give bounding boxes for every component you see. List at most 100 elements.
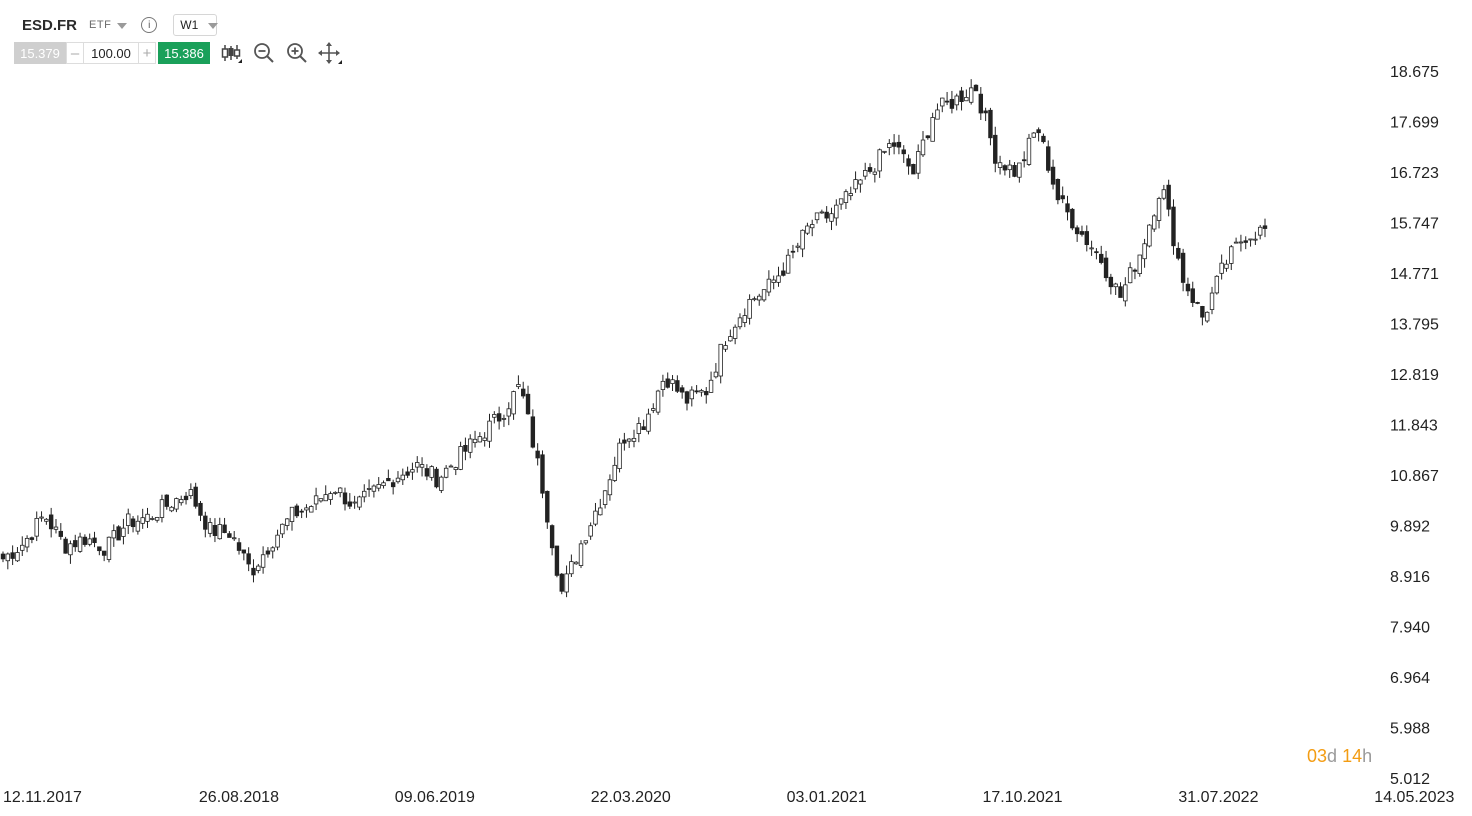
symbol-label[interactable]: ESD.FR xyxy=(22,16,78,34)
candle-down xyxy=(530,416,536,448)
candle-up xyxy=(111,530,116,539)
candle-up xyxy=(1238,241,1244,244)
candle-down xyxy=(97,546,102,552)
timeframe-value: W1 xyxy=(180,18,199,32)
move-icon[interactable] xyxy=(318,42,342,64)
candle-down xyxy=(665,378,670,388)
candle-up xyxy=(660,380,666,390)
candle-down xyxy=(1195,302,1200,304)
price-tick-label: 6.964 xyxy=(1390,670,1430,687)
candle-up xyxy=(179,499,184,504)
candle-down xyxy=(704,391,709,396)
candle-down xyxy=(622,439,627,444)
candle-up xyxy=(593,510,598,525)
candle-up xyxy=(439,476,444,491)
info-icon[interactable]: i xyxy=(141,17,158,33)
candle-up xyxy=(887,143,892,148)
candle-up xyxy=(1142,243,1147,260)
candle-down xyxy=(212,524,218,537)
candle-up xyxy=(366,488,372,490)
candle-down xyxy=(241,549,247,554)
candle-down xyxy=(521,388,526,397)
price-tick-label: 5.988 xyxy=(1390,720,1430,737)
candle-down xyxy=(0,553,6,560)
candle-up xyxy=(5,553,11,562)
candle-up xyxy=(834,204,839,219)
zoom-out-icon[interactable] xyxy=(252,42,276,64)
candle-up xyxy=(150,518,155,520)
chevron-down-icon[interactable] xyxy=(117,23,128,29)
decrease-quantity-button[interactable]: – xyxy=(66,42,84,64)
instrument-type-label: ETF xyxy=(89,19,112,31)
quantity-input[interactable]: 100.00 xyxy=(84,42,138,64)
candles-icon[interactable] xyxy=(219,42,243,64)
candle-down xyxy=(641,426,646,431)
candle-down xyxy=(1103,257,1109,279)
candle-up xyxy=(848,193,853,197)
candle-up xyxy=(713,371,719,378)
candle-down xyxy=(386,478,391,482)
candle-up xyxy=(477,436,483,443)
candle-down xyxy=(116,526,121,541)
candle-up xyxy=(872,171,878,175)
candle-down xyxy=(978,93,984,114)
candle-up xyxy=(256,565,261,571)
candle-up xyxy=(400,474,405,481)
candle-up xyxy=(569,561,574,575)
increase-quantity-button[interactable]: + xyxy=(138,42,156,64)
candle-up xyxy=(323,494,328,502)
candle-up xyxy=(415,462,420,468)
candle-up xyxy=(723,345,728,350)
candle-down xyxy=(1185,283,1191,292)
candle-up xyxy=(1137,254,1142,274)
candle-down xyxy=(1046,146,1051,171)
candle-down xyxy=(48,514,54,530)
candle-up xyxy=(1017,162,1022,178)
candle-down xyxy=(29,537,35,540)
candle-up xyxy=(935,109,940,120)
candle-up xyxy=(940,97,945,107)
candle-down xyxy=(540,454,545,494)
candle-up xyxy=(169,506,174,512)
candle-up xyxy=(655,390,661,413)
candle-up xyxy=(1209,292,1215,310)
candle-down xyxy=(694,390,699,393)
candle-up xyxy=(506,408,511,417)
candle-up xyxy=(333,491,338,494)
candle-down xyxy=(342,492,348,505)
candle-up xyxy=(1152,215,1157,230)
price-tick-label: 15.747 xyxy=(1390,216,1439,233)
instrument-header: ESD.FR ETF i W1 xyxy=(14,12,219,38)
candle-up xyxy=(795,245,800,248)
candle-up xyxy=(376,484,381,489)
zoom-in-icon[interactable] xyxy=(285,42,309,64)
candle-up xyxy=(651,408,656,411)
candle-down xyxy=(198,502,203,516)
candle-down xyxy=(1094,251,1099,254)
timeframe-select[interactable]: W1 xyxy=(173,14,219,36)
candle-up xyxy=(309,506,314,513)
candle-up xyxy=(188,489,194,497)
candle-down xyxy=(1002,165,1008,171)
candle-up xyxy=(742,315,747,323)
candle-up xyxy=(930,117,935,142)
candle-up xyxy=(260,554,266,568)
candle-up xyxy=(1123,284,1128,302)
date-tick-label: 09.06.2019 xyxy=(395,789,475,806)
candle-up xyxy=(583,540,589,544)
candle-down xyxy=(824,211,829,219)
buy-price-button[interactable]: 15.386 xyxy=(158,42,210,64)
candle-up xyxy=(776,275,781,283)
candle-down xyxy=(1050,166,1056,185)
candle-down xyxy=(164,494,169,507)
candle-down xyxy=(1036,129,1041,134)
candle-up xyxy=(472,438,478,444)
sell-price-button[interactable]: 15.379 xyxy=(14,42,66,64)
candle-down xyxy=(246,553,251,565)
candle-down xyxy=(1118,286,1123,298)
candle-up xyxy=(159,499,165,518)
price-tick-label: 17.699 xyxy=(1390,115,1439,132)
price-axis: 18.675 17.699 16.723 15.747 14.771 13.795 12.8… xyxy=(1390,64,1439,788)
candle-up xyxy=(145,513,150,522)
